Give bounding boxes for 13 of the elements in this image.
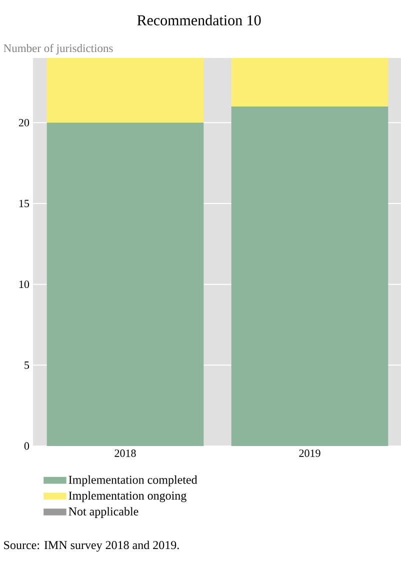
- x-tick-label: 2019: [299, 450, 320, 457]
- chart-title: Recommendation 10: [137, 14, 261, 26]
- legend-label: Implementation ongoing: [68, 491, 186, 502]
- source-note: Source: IMN survey 2018 and 2019.: [4, 540, 179, 552]
- y-axis-title: Number of jurisdictions: [4, 44, 113, 54]
- legend-label: Not applicable: [68, 507, 138, 518]
- legend-label: Implementation completed: [68, 475, 198, 486]
- y-tick-label: 20: [18, 118, 30, 126]
- y-tick-label: 15: [19, 200, 30, 208]
- y-tick-label: 5: [24, 362, 30, 369]
- x-tick-label: 2018: [114, 450, 136, 457]
- y-tick-label: 0: [24, 442, 30, 450]
- y-tick-label: 10: [19, 280, 30, 288]
